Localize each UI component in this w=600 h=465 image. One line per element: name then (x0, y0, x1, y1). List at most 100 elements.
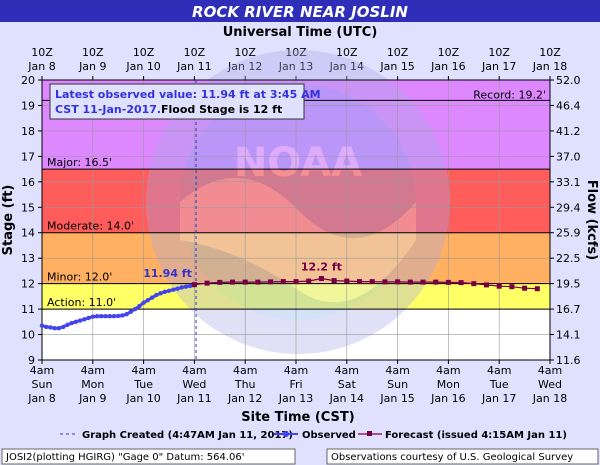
observed-point (77, 318, 83, 323)
forecast-point (217, 279, 223, 285)
flow-tick-label: 52.0 (556, 74, 581, 87)
observed-point (39, 323, 45, 328)
cst-tick-date: Jan 16 (430, 392, 465, 405)
cst-tick-time: 4am (131, 364, 155, 377)
forecast-point (357, 279, 362, 285)
minor-label: Minor: 12.0' (47, 271, 112, 284)
observed-point (94, 314, 100, 319)
chart-title: ROCK RIVER NEAR JOSLIN (192, 3, 408, 21)
observed-point (90, 314, 96, 319)
forecast-crest-annotation: 12.2 ft (301, 261, 342, 274)
utc-tick-time: 10Z (539, 46, 561, 59)
forecast-point (230, 279, 235, 285)
observed-point (82, 317, 87, 322)
observed-point (69, 320, 74, 326)
utc-tick-date: Jan 13 (278, 60, 313, 73)
cst-tick-date: Jan 9 (78, 392, 106, 405)
cst-tick-time: 4am (30, 364, 54, 377)
observed-point (124, 311, 129, 317)
latest-observation-box: Latest observed value: 11.94 ft at 3:45 … (49, 83, 321, 120)
cst-tick-time: 4am (335, 364, 359, 377)
utc-tick-date: Jan 16 (430, 60, 465, 73)
noaa-logo-watermark: NOAA (146, 50, 450, 354)
legend-created-label: Graph Created (4:47AM Jan 11, 2017) (82, 430, 293, 441)
utc-tick-time: 10Z (31, 46, 53, 59)
utc-tick-date: Jan 18 (532, 60, 567, 73)
record-label: Record: 19.2' (473, 88, 546, 101)
cst-tick-time: 4am (81, 364, 105, 377)
cst-tick-day: Tue (133, 378, 153, 391)
courtesy-box (326, 448, 599, 465)
utc-tick-date: Jan 9 (78, 60, 106, 73)
flow-tick-label: 16.7 (556, 303, 581, 316)
cst-tick-date: Jan 14 (329, 392, 364, 405)
observed-point (107, 314, 112, 319)
cst-tick-day: Sun (32, 378, 53, 391)
flow-tick-label: 11.6 (556, 354, 581, 367)
observed-point (183, 284, 189, 289)
cst-tick-date: Jan 18 (532, 392, 567, 405)
forecast-point (471, 281, 477, 287)
observed-point (44, 324, 49, 330)
datum-box (1, 448, 296, 465)
forecast-point (255, 279, 261, 285)
forecast-point (496, 283, 502, 289)
cst-tick-date: Jan 13 (278, 392, 313, 405)
observed-point (158, 291, 163, 296)
observed-point (60, 324, 66, 330)
utc-tick-time: 10Z (336, 46, 358, 59)
flow-tick-label: 37.0 (556, 150, 581, 163)
observed-point (103, 314, 108, 319)
observed-point (171, 287, 176, 292)
forecast-point (445, 279, 451, 285)
legend: Graph Created (4:47AM Jan 11, 2017) Obse… (60, 430, 567, 441)
info-line-2b: Flood Stage is 12 ft (161, 103, 282, 116)
stage-tick-label: 14 (21, 227, 35, 240)
cst-tick-day: Thu (234, 378, 256, 391)
observed-point (187, 283, 193, 289)
observed-point (52, 325, 57, 331)
stage-axis-title: Stage (ft) (1, 185, 16, 256)
forecast-point (395, 279, 401, 285)
forecast-point (268, 279, 274, 285)
stage-tick-label: 13 (21, 252, 35, 265)
stage-tick-label: 19 (21, 99, 35, 112)
stage-tick-label: 20 (21, 74, 35, 87)
observed-point (162, 289, 167, 294)
forecast-point (280, 279, 286, 285)
forecast-point (433, 279, 439, 285)
value-annotations: 11.94 ft 12.2 ft (143, 261, 342, 281)
forecast-point (458, 280, 464, 286)
observed-point (179, 285, 184, 290)
utc-tick-time: 10Z (133, 46, 155, 59)
stage-tick-label: 12 (21, 278, 35, 291)
utc-tick-time: 10Z (82, 46, 104, 59)
observed-point (111, 314, 117, 319)
cst-tick-day: Mon (81, 378, 104, 391)
observed-point (141, 300, 146, 305)
flow-tick-label: 46.4 (556, 99, 581, 112)
stage-tick-label: 10 (21, 329, 35, 342)
forecast-point (242, 279, 248, 285)
cst-tick-date: Jan 11 (176, 392, 211, 405)
flow-tick-label: 14.1 (556, 329, 581, 342)
cst-tick-day: Sun (387, 378, 408, 391)
forecast-point (204, 280, 210, 286)
cst-tick-time: 4am (284, 364, 308, 377)
svg-text:NOAA: NOAA (234, 140, 362, 186)
forecast-point (534, 286, 540, 292)
cst-tick-time: 4am (385, 364, 409, 377)
stage-tick-label: 9 (28, 354, 35, 367)
forecast-point (484, 282, 489, 288)
forecast-point (407, 279, 413, 285)
forecast-point (318, 276, 324, 282)
datum-text: JOSI2(plotting HGIRG) "Gage 0" Datum: 56… (5, 452, 245, 463)
forecast-point (382, 279, 388, 285)
observed-point (73, 319, 79, 325)
flow-tick-label: 19.5 (556, 278, 581, 291)
utc-tick-time: 10Z (488, 46, 510, 59)
